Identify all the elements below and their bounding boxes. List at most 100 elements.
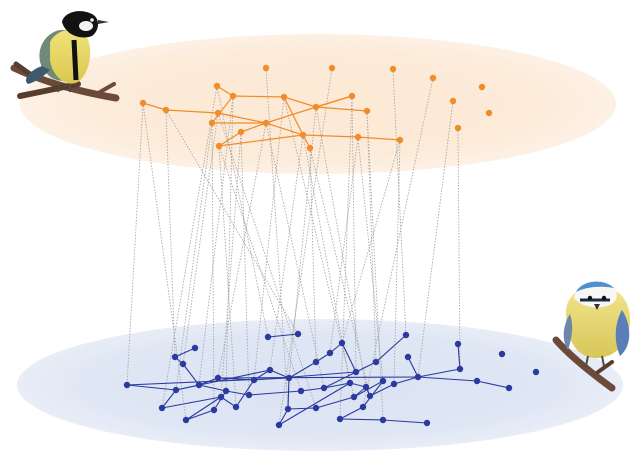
interlayer-link: [283, 96, 355, 398]
bottom-layer-node: [379, 416, 387, 424]
bottom-layer-node: [454, 340, 462, 348]
top-layer-edge: [232, 95, 285, 98]
bottom-layer-edge: [417, 376, 478, 382]
top-layer-node: [449, 97, 457, 105]
bottom-layer-node: [195, 381, 203, 389]
bottom-layer-nodes: [123, 330, 540, 429]
bottom-layer-edge: [323, 382, 351, 389]
bottom-layer-edge: [248, 390, 302, 396]
bottom-layer-node: [217, 393, 225, 401]
interlayer-link: [253, 96, 285, 381]
bottom-layer-edge: [323, 371, 357, 389]
bottom-layer-node: [172, 386, 180, 394]
interlayer-link: [217, 112, 317, 409]
bottom-layer-node: [266, 366, 274, 374]
bottom-layer-edge: [278, 382, 351, 426]
top-layer-edge: [283, 96, 304, 136]
top-layer-edge: [142, 102, 167, 111]
bottom-layer-edge: [417, 368, 461, 378]
top-layer-node: [262, 64, 270, 72]
bottom-layer-edge: [161, 389, 177, 409]
bottom-layer-node: [366, 392, 374, 400]
top-layer-node: [208, 119, 216, 127]
bottom-layer-node: [423, 419, 431, 427]
top-layer-node: [454, 124, 462, 132]
bottom-layer-node: [285, 374, 293, 382]
top-layer-node: [429, 74, 437, 82]
bottom-layer-node: [362, 383, 370, 391]
interlayer-link: [269, 134, 304, 371]
bottom-layer-edge: [287, 377, 290, 410]
interlayer-link: [220, 131, 242, 398]
interlayer-link: [240, 131, 250, 396]
top-layer-node: [299, 131, 307, 139]
top-layer-edge: [240, 122, 267, 133]
bottom-layer-edge: [369, 383, 395, 397]
interlayer-link: [218, 145, 302, 392]
top-layer-edge: [265, 106, 317, 124]
bottom-layer-edge: [339, 406, 364, 420]
interlayer-link: [457, 127, 461, 370]
bottom-layer-edge: [185, 396, 222, 421]
bottom-layer-edge: [393, 376, 419, 385]
bottom-layer-edge: [126, 384, 177, 391]
interlayer-links: [126, 67, 461, 426]
top-layer-node: [229, 92, 237, 100]
interlayer-link: [417, 100, 454, 378]
bottom-layer-edge: [225, 390, 250, 396]
interlayer-link: [366, 110, 384, 421]
top-layer-edge: [218, 131, 242, 147]
bottom-layer-node: [297, 387, 305, 395]
bottom-layer-node: [171, 353, 179, 361]
bottom-layer-node: [352, 368, 360, 376]
top-layer-edge: [211, 95, 234, 124]
bottom-layer-node: [275, 421, 283, 429]
top-layer-edge: [315, 95, 353, 108]
bottom-layer-edge: [339, 418, 384, 421]
bottom-layer-node: [379, 377, 387, 385]
bottom-layer-edge: [217, 376, 419, 379]
bottom-layer-edge: [185, 409, 215, 421]
top-layer-edge: [357, 136, 401, 141]
bottom-layer-node: [350, 393, 358, 401]
bottom-layer-edge: [161, 396, 222, 409]
bottom-layer-node: [372, 358, 380, 366]
bottom-layer-node: [182, 416, 190, 424]
interlayer-link: [165, 109, 176, 358]
interlayer-link: [362, 77, 434, 408]
interlayer-link: [198, 95, 234, 386]
top-layer-node: [262, 119, 270, 127]
top-layer-node: [237, 128, 245, 136]
bottom-layer-edge: [213, 390, 227, 411]
bottom-layer-node: [326, 349, 334, 357]
interlayer-link: [126, 102, 144, 386]
top-layer-node: [312, 103, 320, 111]
bottom-layer-edge: [375, 334, 407, 363]
bottom-layer-edge: [476, 380, 510, 389]
bottom-layer-edge: [287, 407, 317, 410]
top-layer-node: [215, 142, 223, 150]
top-layer-edge: [265, 122, 304, 136]
bottom-layer-edge: [175, 369, 271, 391]
interlayer-link: [288, 106, 317, 379]
interlayer-link: [142, 102, 187, 421]
top-layer-node: [328, 64, 336, 72]
blue-tit-bird-illustration: [552, 280, 630, 392]
bottom-layer-node: [123, 381, 131, 389]
bottom-layer-node: [179, 360, 187, 368]
bottom-layer-edge: [382, 419, 428, 424]
bottom-layer-edge: [457, 343, 461, 370]
bottom-layer-edge: [355, 361, 377, 373]
interlayer-link: [165, 109, 299, 335]
bottom-layer-node: [346, 379, 354, 387]
interlayer-link: [216, 85, 269, 338]
top-layer-node: [162, 106, 170, 114]
top-layer-edge: [217, 112, 267, 124]
bottom-layer-node: [210, 406, 218, 414]
great-tit-bird-illustration: [10, 11, 120, 102]
top-layer-node: [485, 109, 493, 117]
bottom-layer-edge: [315, 396, 355, 409]
bottom-layer-node: [532, 368, 540, 376]
top-layer-node: [354, 133, 362, 141]
bottom-layer-edge: [300, 387, 325, 392]
